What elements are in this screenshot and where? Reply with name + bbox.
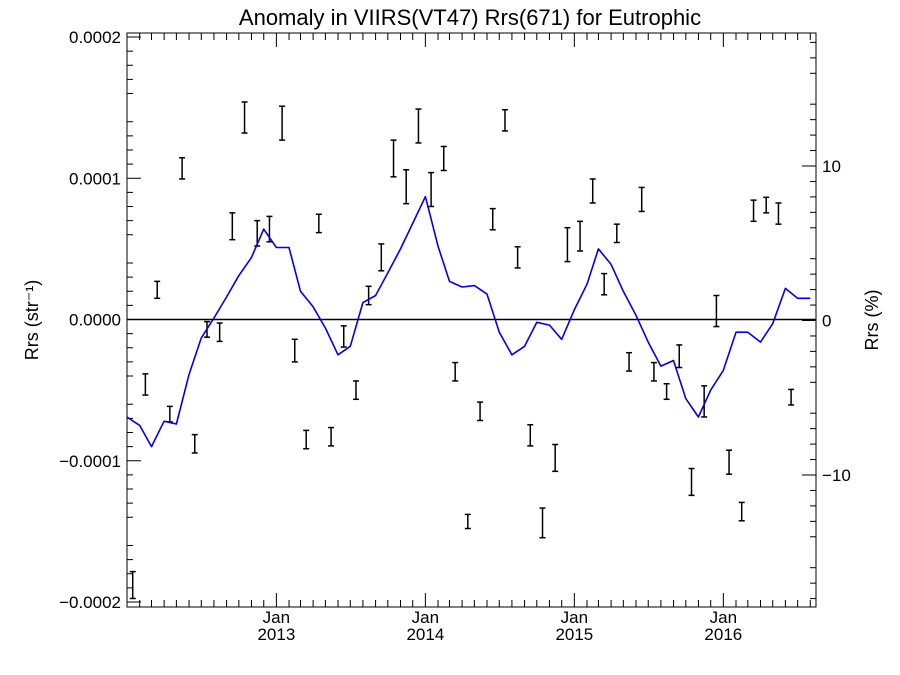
error-bar	[279, 105, 286, 141]
x-tick-month: Jan	[561, 608, 588, 627]
chart-title: Anomaly in VIIRS(VT47) Rrs(671) for Eutr…	[239, 5, 701, 30]
error-bar	[663, 383, 670, 401]
error-bar	[241, 101, 248, 134]
error-bar	[303, 429, 310, 450]
error-bar	[701, 385, 708, 418]
error-bar	[154, 280, 161, 300]
y-tick-label: −0.0002	[59, 593, 121, 612]
error-bar	[452, 361, 459, 382]
error-bar	[229, 212, 236, 241]
x-tick-year: 2015	[555, 625, 593, 644]
error-bar	[352, 380, 359, 401]
error-bar	[142, 373, 149, 396]
error-bar	[601, 272, 608, 296]
error-bar	[489, 207, 496, 231]
error-bar	[328, 426, 335, 447]
y-tick-label: 0.0002	[69, 28, 121, 47]
error-bar	[713, 294, 720, 328]
error-bar	[166, 405, 173, 423]
y2-tick-label: 10	[822, 157, 841, 176]
error-bar	[750, 199, 757, 223]
error-bar	[514, 246, 521, 269]
error-bar	[390, 139, 397, 178]
y-tick-label: 0.0001	[69, 169, 121, 188]
error-bar	[340, 325, 347, 348]
error-bar	[403, 169, 410, 205]
y-axis-label-left: Rrs (str⁻¹)	[22, 280, 42, 360]
y-axis-label-right: Rrs (%)	[862, 290, 882, 351]
error-bar	[650, 361, 657, 382]
error-bar	[129, 570, 136, 600]
error-bar	[577, 220, 584, 252]
error-bar	[527, 423, 534, 447]
error-bar	[428, 171, 435, 208]
error-bar	[179, 157, 186, 180]
error-bar	[552, 443, 559, 473]
error-bar	[415, 108, 422, 144]
y-tick-label: 0.0000	[69, 311, 121, 330]
error-bar	[613, 223, 620, 244]
y-tick-label: −0.0001	[59, 452, 121, 471]
error-bar	[464, 513, 471, 530]
y-axis-left: 0.0002 0.0001 0.0000 −0.0001 −0.0002	[59, 28, 141, 612]
error-bar	[638, 186, 645, 213]
error-bar	[726, 449, 733, 475]
error-bar	[564, 226, 571, 263]
y2-tick-label: −10	[822, 466, 851, 485]
x-tick-year: 2016	[704, 625, 742, 644]
error-bar	[788, 388, 795, 406]
error-bar	[477, 401, 484, 422]
error-bar	[626, 351, 633, 372]
error-bar	[676, 344, 683, 369]
error-bar	[291, 338, 298, 363]
error-bar-series	[129, 101, 795, 600]
error-bar	[775, 202, 782, 225]
error-bar	[440, 145, 447, 172]
error-bar	[378, 243, 385, 272]
x-tick-month: Jan	[263, 608, 290, 627]
error-bar	[191, 433, 198, 454]
error-bar	[539, 507, 546, 539]
error-bar	[688, 467, 695, 497]
x-tick-year: 2014	[406, 625, 444, 644]
y-axis-right: 10 0 −10	[802, 41, 851, 600]
error-bar	[365, 285, 372, 306]
x-tick-month: Jan	[710, 608, 737, 627]
anomaly-line	[126, 195, 811, 448]
y2-tick-label: 0	[822, 312, 831, 331]
error-bar	[763, 196, 770, 214]
error-bar	[216, 322, 223, 343]
error-bar	[589, 178, 596, 204]
x-tick-month: Jan	[412, 608, 439, 627]
error-bar	[315, 213, 322, 234]
x-tick-year: 2013	[257, 625, 295, 644]
error-bar	[501, 108, 508, 132]
error-bar	[738, 501, 745, 522]
